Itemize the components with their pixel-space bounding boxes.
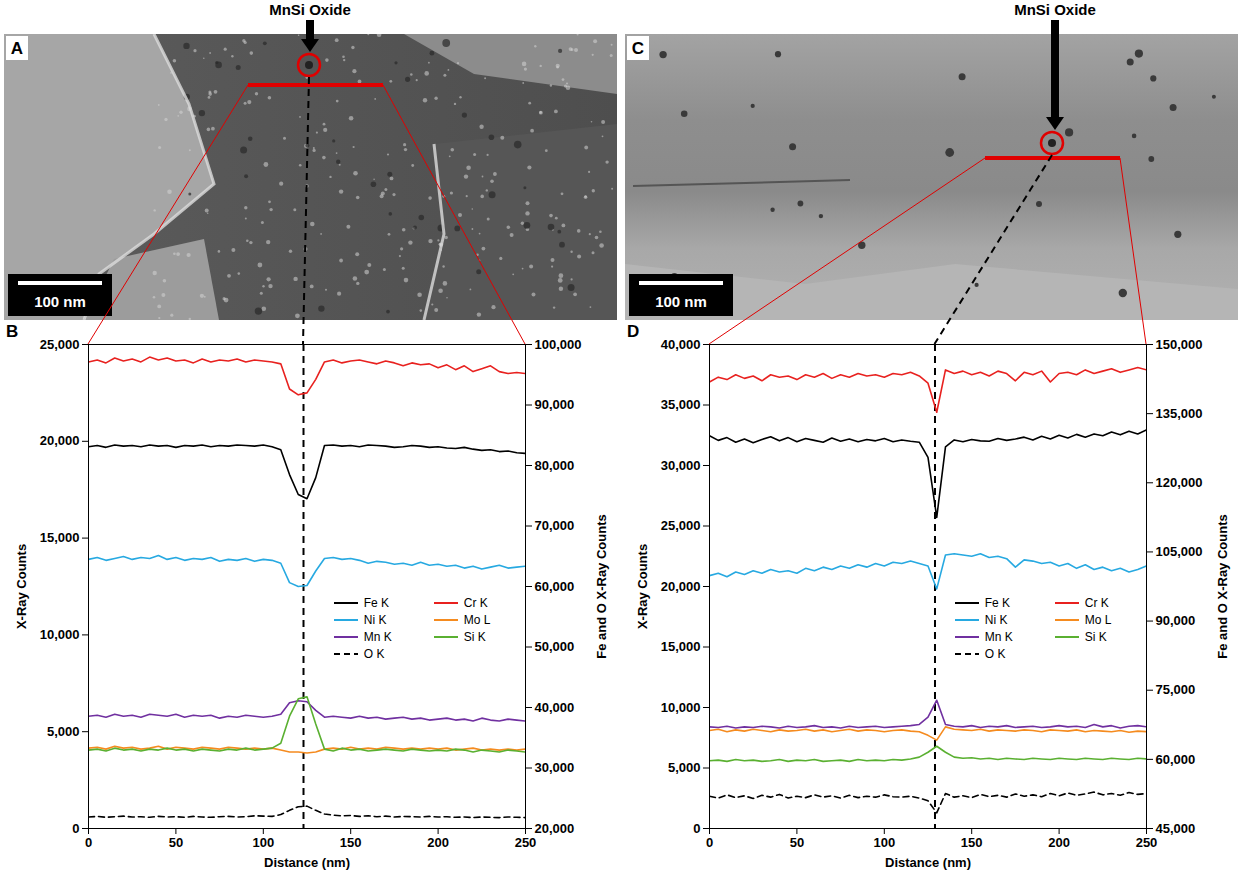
svg-text:80,000: 80,000 xyxy=(535,458,575,473)
svg-text:60,000: 60,000 xyxy=(535,579,575,594)
svg-text:135,000: 135,000 xyxy=(1156,406,1203,421)
svg-text:X-Ray Counts: X-Ray Counts xyxy=(635,544,650,629)
svg-text:A: A xyxy=(11,39,23,58)
svg-text:50: 50 xyxy=(169,835,183,850)
svg-text:75,000: 75,000 xyxy=(1156,682,1196,697)
svg-text:15,000: 15,000 xyxy=(40,530,80,545)
svg-text:10,000: 10,000 xyxy=(40,627,80,642)
svg-text:X-Ray Counts: X-Ray Counts xyxy=(14,544,29,629)
svg-text:Fe and O X-Ray Counts: Fe and O X-Ray Counts xyxy=(594,514,609,658)
svg-text:45,000: 45,000 xyxy=(1156,821,1196,836)
svg-text:MnSi Oxide: MnSi Oxide xyxy=(269,1,351,18)
svg-text:10,000: 10,000 xyxy=(661,700,701,715)
svg-text:105,000: 105,000 xyxy=(1156,544,1203,559)
svg-text:0: 0 xyxy=(706,835,713,850)
html-text:Fe K: Fe K xyxy=(363,596,390,611)
svg-text:0: 0 xyxy=(72,821,79,836)
svg-text:0: 0 xyxy=(693,821,700,836)
svg-text:0: 0 xyxy=(85,835,92,850)
html-text:Ni K: Ni K xyxy=(984,613,1008,628)
svg-text:20,000: 20,000 xyxy=(661,579,701,594)
svg-text:40,000: 40,000 xyxy=(535,700,575,715)
svg-text:250: 250 xyxy=(1136,835,1158,850)
html-text:D: D xyxy=(627,322,640,341)
svg-text:5,000: 5,000 xyxy=(668,760,701,775)
svg-text:150: 150 xyxy=(340,835,362,850)
svg-text:100 nm: 100 nm xyxy=(655,293,707,310)
svg-text:100,000: 100,000 xyxy=(535,337,582,352)
svg-text:15,000: 15,000 xyxy=(661,639,701,654)
html-text:Si K: Si K xyxy=(1084,630,1107,645)
svg-text:35,000: 35,000 xyxy=(661,397,701,412)
svg-text:150: 150 xyxy=(961,835,983,850)
html-text:B: B xyxy=(6,322,19,341)
svg-text:30,000: 30,000 xyxy=(535,760,575,775)
html-text:Mo L: Mo L xyxy=(1084,613,1112,628)
svg-text:200: 200 xyxy=(427,835,449,850)
svg-text:100: 100 xyxy=(873,835,895,850)
html-text:Cr K: Cr K xyxy=(463,596,488,611)
svg-text:C: C xyxy=(632,39,644,58)
svg-text:60,000: 60,000 xyxy=(1156,752,1196,767)
svg-text:20,000: 20,000 xyxy=(535,821,575,836)
svg-text:70,000: 70,000 xyxy=(535,518,575,533)
svg-text:50: 50 xyxy=(790,835,804,850)
html-text:Fe K: Fe K xyxy=(984,596,1011,611)
svg-text:25,000: 25,000 xyxy=(40,337,80,352)
svg-text:150,000: 150,000 xyxy=(1156,337,1203,352)
svg-text:25,000: 25,000 xyxy=(661,518,701,533)
html-text:Ni K: Ni K xyxy=(363,613,387,628)
svg-text:Distance (nm): Distance (nm) xyxy=(264,855,350,870)
html-text:O K: O K xyxy=(363,647,385,662)
svg-text:50,000: 50,000 xyxy=(535,639,575,654)
html-text:Si K: Si K xyxy=(463,630,486,645)
svg-text:Distance (nm): Distance (nm) xyxy=(885,855,971,870)
svg-text:100: 100 xyxy=(252,835,274,850)
html-text:Mo L: Mo L xyxy=(463,613,491,628)
html-text:O K: O K xyxy=(984,647,1006,662)
svg-text:5,000: 5,000 xyxy=(47,724,80,739)
svg-text:Fe and O X-Ray Counts: Fe and O X-Ray Counts xyxy=(1215,514,1230,658)
svg-text:40,000: 40,000 xyxy=(661,337,701,352)
svg-text:250: 250 xyxy=(515,835,537,850)
html-text:Cr K: Cr K xyxy=(1084,596,1109,611)
svg-text:100 nm: 100 nm xyxy=(34,293,86,310)
svg-text:90,000: 90,000 xyxy=(1156,613,1196,628)
svg-text:200: 200 xyxy=(1048,835,1070,850)
html-text:Mn K: Mn K xyxy=(984,630,1013,645)
svg-text:90,000: 90,000 xyxy=(535,397,575,412)
svg-text:MnSi Oxide: MnSi Oxide xyxy=(1014,1,1096,18)
html-text:Mn K: Mn K xyxy=(363,630,392,645)
svg-text:30,000: 30,000 xyxy=(661,458,701,473)
svg-text:120,000: 120,000 xyxy=(1156,475,1203,490)
svg-text:20,000: 20,000 xyxy=(40,433,80,448)
